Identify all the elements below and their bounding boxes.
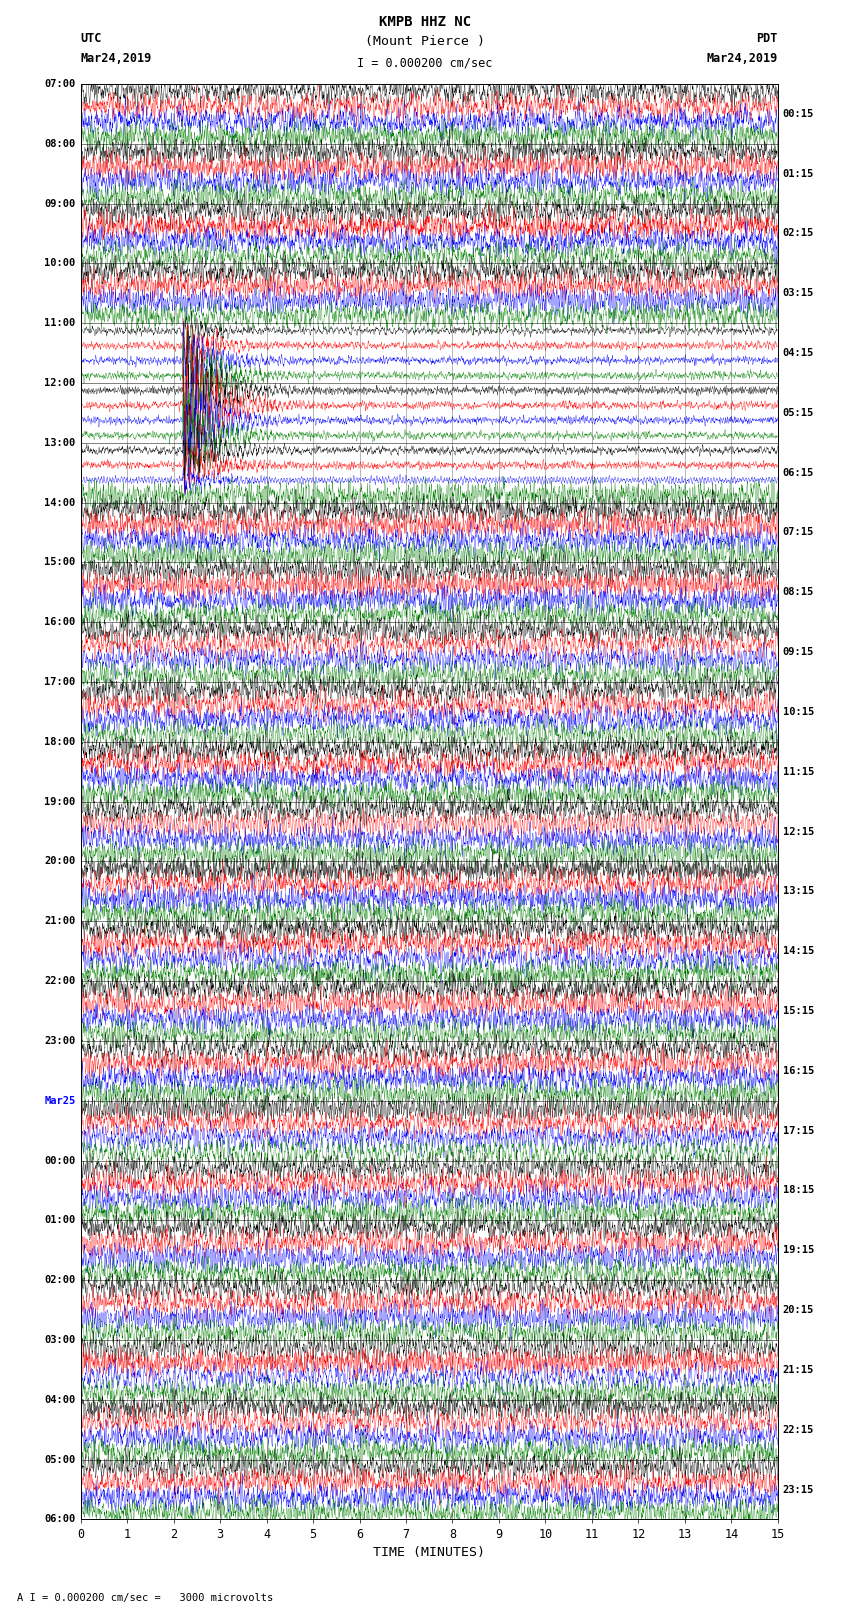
Text: 17:00: 17:00 (44, 677, 76, 687)
Text: UTC: UTC (81, 32, 102, 45)
Text: 18:00: 18:00 (44, 737, 76, 747)
Text: 18:15: 18:15 (783, 1186, 814, 1195)
Text: 01:15: 01:15 (783, 169, 814, 179)
X-axis label: TIME (MINUTES): TIME (MINUTES) (373, 1545, 485, 1558)
Text: 22:15: 22:15 (783, 1424, 814, 1434)
Text: 16:15: 16:15 (783, 1066, 814, 1076)
Text: 07:00: 07:00 (44, 79, 76, 89)
Text: 02:15: 02:15 (783, 229, 814, 239)
Text: 08:00: 08:00 (44, 139, 76, 148)
Text: 19:00: 19:00 (44, 797, 76, 806)
Text: 14:15: 14:15 (783, 947, 814, 957)
Text: 20:00: 20:00 (44, 857, 76, 866)
Text: 09:15: 09:15 (783, 647, 814, 656)
Text: 13:00: 13:00 (44, 437, 76, 448)
Text: 15:00: 15:00 (44, 558, 76, 568)
Text: 11:15: 11:15 (783, 766, 814, 777)
Text: 10:00: 10:00 (44, 258, 76, 268)
Text: 23:00: 23:00 (44, 1036, 76, 1045)
Text: 19:15: 19:15 (783, 1245, 814, 1255)
Text: 08:15: 08:15 (783, 587, 814, 597)
Text: 06:15: 06:15 (783, 468, 814, 477)
Text: 13:15: 13:15 (783, 887, 814, 897)
Text: 05:15: 05:15 (783, 408, 814, 418)
Text: 22:00: 22:00 (44, 976, 76, 986)
Text: A I = 0.000200 cm/sec =   3000 microvolts: A I = 0.000200 cm/sec = 3000 microvolts (17, 1594, 273, 1603)
Text: 23:15: 23:15 (783, 1484, 814, 1495)
Text: 03:15: 03:15 (783, 289, 814, 298)
Text: I = 0.000200 cm/sec: I = 0.000200 cm/sec (357, 56, 493, 69)
Text: 06:00: 06:00 (44, 1515, 76, 1524)
Text: 01:00: 01:00 (44, 1215, 76, 1226)
Text: 04:00: 04:00 (44, 1395, 76, 1405)
Text: (Mount Pierce ): (Mount Pierce ) (365, 35, 485, 48)
Text: 21:15: 21:15 (783, 1365, 814, 1374)
Text: Mar25: Mar25 (44, 1095, 76, 1107)
Text: 05:00: 05:00 (44, 1455, 76, 1465)
Text: 04:15: 04:15 (783, 348, 814, 358)
Text: 16:00: 16:00 (44, 618, 76, 627)
Text: 00:15: 00:15 (783, 108, 814, 119)
Text: 07:15: 07:15 (783, 527, 814, 537)
Text: 02:00: 02:00 (44, 1276, 76, 1286)
Text: PDT: PDT (756, 32, 778, 45)
Text: 21:00: 21:00 (44, 916, 76, 926)
Text: 17:15: 17:15 (783, 1126, 814, 1136)
Text: Mar24,2019: Mar24,2019 (81, 52, 152, 65)
Text: 00:00: 00:00 (44, 1155, 76, 1166)
Text: 20:15: 20:15 (783, 1305, 814, 1315)
Text: 12:00: 12:00 (44, 377, 76, 389)
Text: KMPB HHZ NC: KMPB HHZ NC (379, 15, 471, 29)
Text: 15:15: 15:15 (783, 1007, 814, 1016)
Text: 09:00: 09:00 (44, 198, 76, 208)
Text: 11:00: 11:00 (44, 318, 76, 327)
Text: 03:00: 03:00 (44, 1336, 76, 1345)
Text: 12:15: 12:15 (783, 826, 814, 837)
Text: Mar24,2019: Mar24,2019 (706, 52, 778, 65)
Text: 10:15: 10:15 (783, 706, 814, 716)
Text: 14:00: 14:00 (44, 497, 76, 508)
